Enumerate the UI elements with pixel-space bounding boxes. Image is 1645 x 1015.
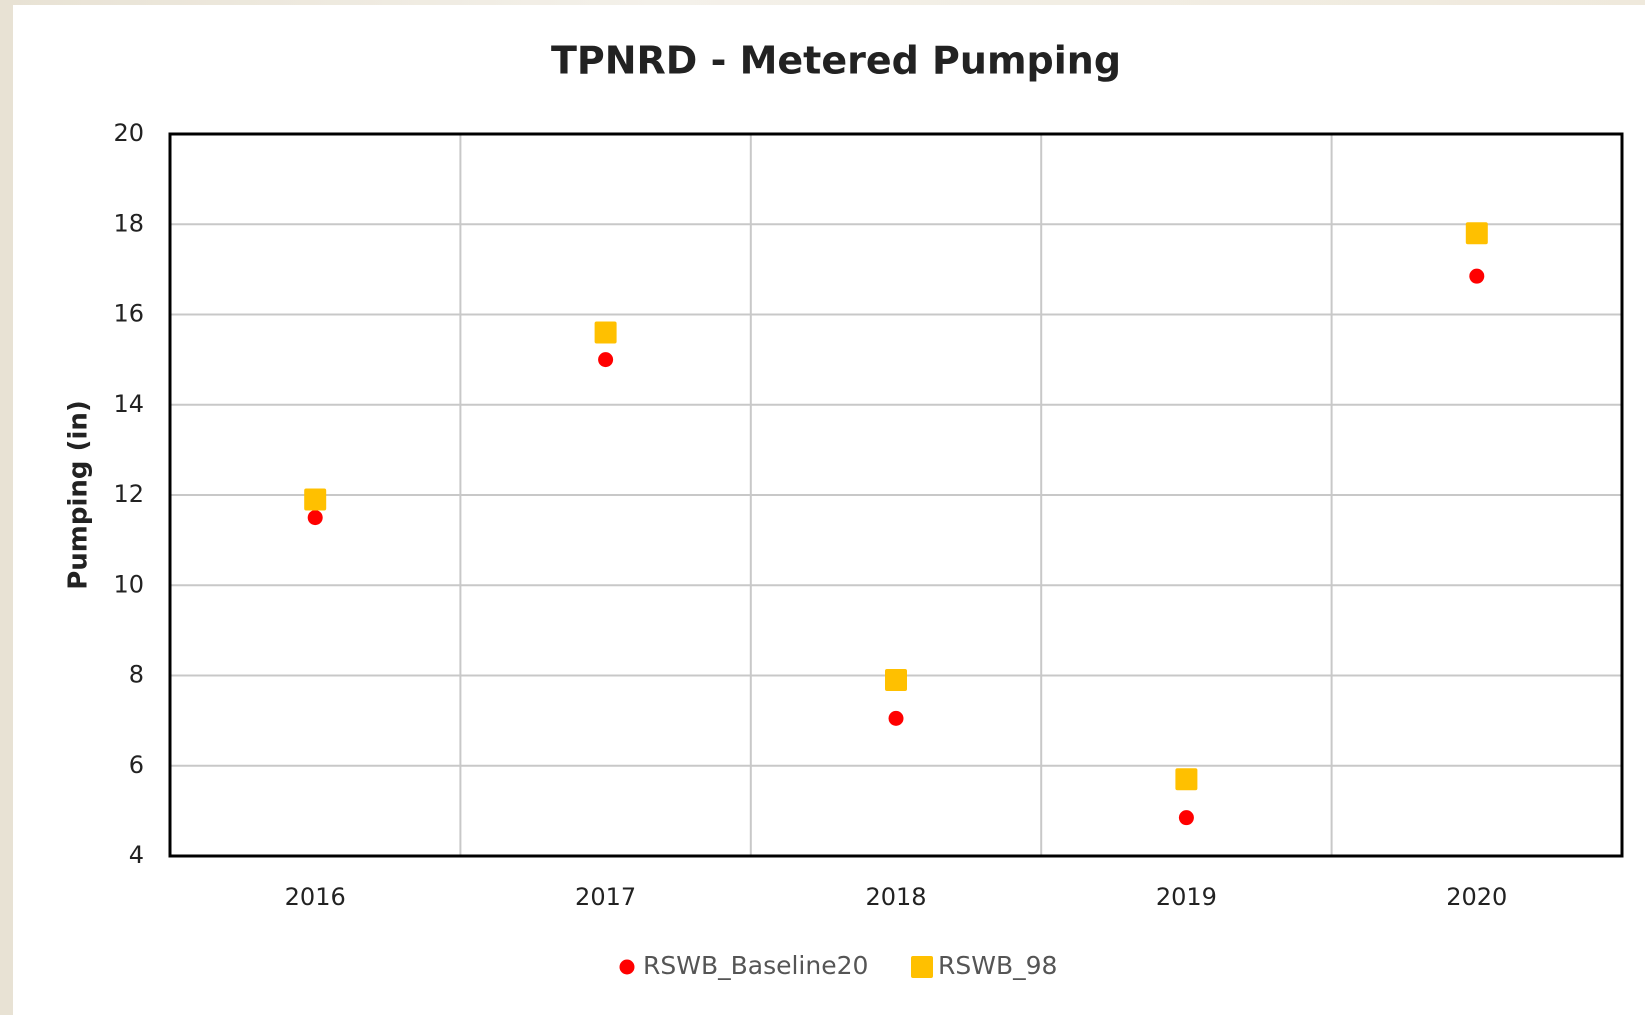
chart-card <box>13 5 1645 1015</box>
legend-swatch <box>619 959 635 975</box>
square-marker <box>1175 768 1198 791</box>
y-axis-label: Pumping (in) <box>64 400 94 590</box>
square-marker <box>594 321 617 344</box>
plot-frame <box>168 132 1624 858</box>
circle-marker <box>1178 810 1194 826</box>
x-tick-label: 2020 <box>1446 883 1507 911</box>
x-tick-label: 2017 <box>575 883 636 911</box>
y-tick-label: 12 <box>113 480 144 508</box>
y-tick-label: 8 <box>129 661 144 689</box>
y-tick-label: 6 <box>129 751 144 779</box>
y-tick-label: 16 <box>113 300 144 328</box>
chart-title: TPNRD - Metered Pumping <box>551 39 1121 83</box>
circle-marker <box>307 510 323 526</box>
circle-marker <box>888 710 904 726</box>
x-tick-label: 2016 <box>285 883 346 911</box>
circle-marker <box>598 352 614 368</box>
legend-label: RSWB_Baseline20 <box>643 951 868 980</box>
legend-label: RSWB_98 <box>938 951 1057 980</box>
y-tick-label: 14 <box>113 390 144 418</box>
y-tick-label: 10 <box>113 570 144 598</box>
legend-swatch <box>911 956 933 978</box>
x-tick-label: 2018 <box>865 883 926 911</box>
square-marker <box>304 488 327 511</box>
square-marker <box>1465 222 1488 245</box>
y-tick-label: 20 <box>113 119 144 147</box>
x-tick-label: 2019 <box>1156 883 1217 911</box>
circle-marker <box>1469 268 1485 284</box>
y-tick-label: 18 <box>113 209 144 237</box>
square-marker <box>885 669 907 692</box>
y-tick-label: 4 <box>129 841 144 869</box>
